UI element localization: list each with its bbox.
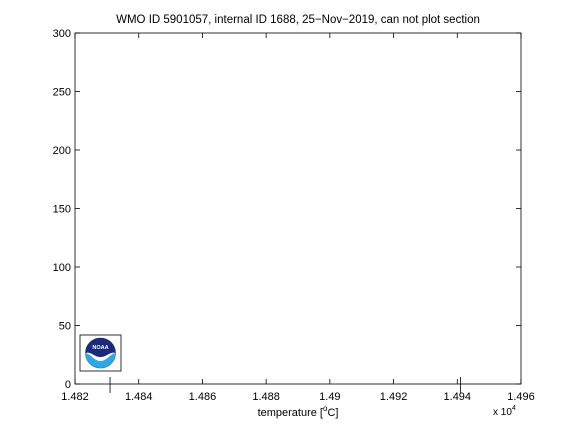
noaa-logo-bird [85,338,116,357]
chart-title: WMO ID 5901057, internal ID 1688, 25−Nov… [116,14,480,26]
x-tick-label: 1.482 [61,391,89,403]
axes-box [74,32,522,385]
y-tick-label: 200 [53,145,71,157]
y-tick-label: 0 [65,379,71,391]
y-tick-label: 300 [53,28,71,40]
x-multiplier: x 104 [493,405,516,418]
x-tick-label: 1.494 [444,391,472,403]
x-tick-label: 1.486 [189,391,217,403]
y-tick-label: 250 [53,87,71,99]
x-tick-label: 1.496 [507,391,535,403]
plot-area [74,32,522,385]
noaa-logo: NOAA [79,334,122,372]
x-markers [109,377,461,393]
x-axis-label: temperature [oC] [258,404,339,419]
x-tick-label: 1.488 [252,391,280,403]
x-tick-label: 1.49 [319,391,340,403]
x-axis: 1.482 1.484 1.486 1.488 1.49 1.492 1.494 1.496 [61,33,535,403]
y-tick-label: 50 [59,321,71,333]
y-axis: 0 50 100 150 200 250 300 [53,28,521,391]
noaa-logo-wave [85,353,116,368]
x-tick-label: 1.484 [125,391,153,403]
noaa-logo-text: NOAA [92,345,108,351]
x-tick-label: 1.492 [380,391,408,403]
y-tick-label: 100 [53,262,71,274]
y-tick-label: 150 [53,204,71,216]
